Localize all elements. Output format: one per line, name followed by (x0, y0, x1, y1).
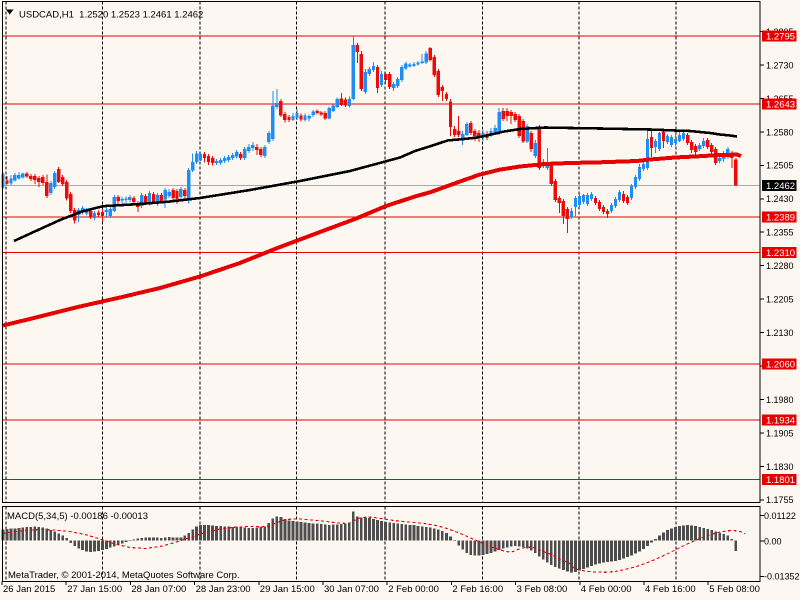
svg-text:1.2355: 1.2355 (766, 228, 794, 238)
svg-text:28 Jan 23:00: 28 Jan 23:00 (196, 584, 251, 595)
svg-text:0.01122: 0.01122 (764, 511, 796, 521)
svg-text:27 Jan 15:00: 27 Jan 15:00 (67, 584, 122, 595)
svg-text:-0.01352: -0.01352 (764, 572, 800, 582)
svg-text:1.2505: 1.2505 (766, 161, 794, 171)
svg-text:2 Feb 16:00: 2 Feb 16:00 (452, 584, 503, 595)
svg-text:1.2795: 1.2795 (766, 32, 795, 43)
svg-text:1.2462: 1.2462 (766, 181, 795, 192)
svg-text:1.2060: 1.2060 (766, 359, 795, 370)
svg-text:4 Feb 16:00: 4 Feb 16:00 (645, 584, 696, 595)
svg-text:MetaTrader, © 2001-2014, MetaQ: MetaTrader, © 2001-2014, MetaQuotes Soft… (8, 570, 240, 581)
svg-text:1.1830: 1.1830 (766, 462, 794, 472)
svg-text:28 Jan 07:00: 28 Jan 07:00 (131, 584, 186, 595)
svg-text:1.1755: 1.1755 (766, 495, 794, 505)
svg-text:1.2130: 1.2130 (766, 328, 794, 338)
svg-text:29 Jan 15:00: 29 Jan 15:00 (260, 584, 315, 595)
svg-text:1.2580: 1.2580 (766, 127, 794, 137)
svg-text:2 Feb 00:00: 2 Feb 00:00 (388, 584, 439, 595)
svg-text:1.2310: 1.2310 (766, 248, 795, 259)
svg-text:3 Feb 08:00: 3 Feb 08:00 (517, 584, 568, 595)
svg-text:1.2730: 1.2730 (766, 60, 794, 70)
svg-text:1.2430: 1.2430 (766, 194, 794, 204)
svg-text:1.2389: 1.2389 (766, 213, 795, 224)
svg-text:26 Jan 2015: 26 Jan 2015 (3, 584, 55, 595)
svg-text:1.2643: 1.2643 (766, 99, 795, 110)
svg-text:1.2205: 1.2205 (766, 295, 794, 305)
svg-text:1.1905: 1.1905 (766, 428, 794, 438)
svg-text:30 Jan 07:00: 30 Jan 07:00 (324, 584, 379, 595)
svg-text:5 Feb 08:00: 5 Feb 08:00 (709, 584, 760, 595)
svg-text:MACD(5,34,5) -0.00186 -0.00013: MACD(5,34,5) -0.00186 -0.00013 (7, 511, 148, 522)
svg-text:0.00: 0.00 (764, 536, 782, 546)
svg-text:USDCAD,H1 1.2520 1.2523 1.246: USDCAD,H1 1.2520 1.2523 1.2461 1.2462 (19, 10, 203, 21)
svg-text:1.2280: 1.2280 (766, 261, 794, 271)
svg-text:1.1801: 1.1801 (766, 475, 795, 486)
svg-text:1.1980: 1.1980 (766, 395, 794, 405)
svg-text:1.1934: 1.1934 (766, 416, 795, 427)
svg-text:4 Feb 00:00: 4 Feb 00:00 (581, 584, 632, 595)
